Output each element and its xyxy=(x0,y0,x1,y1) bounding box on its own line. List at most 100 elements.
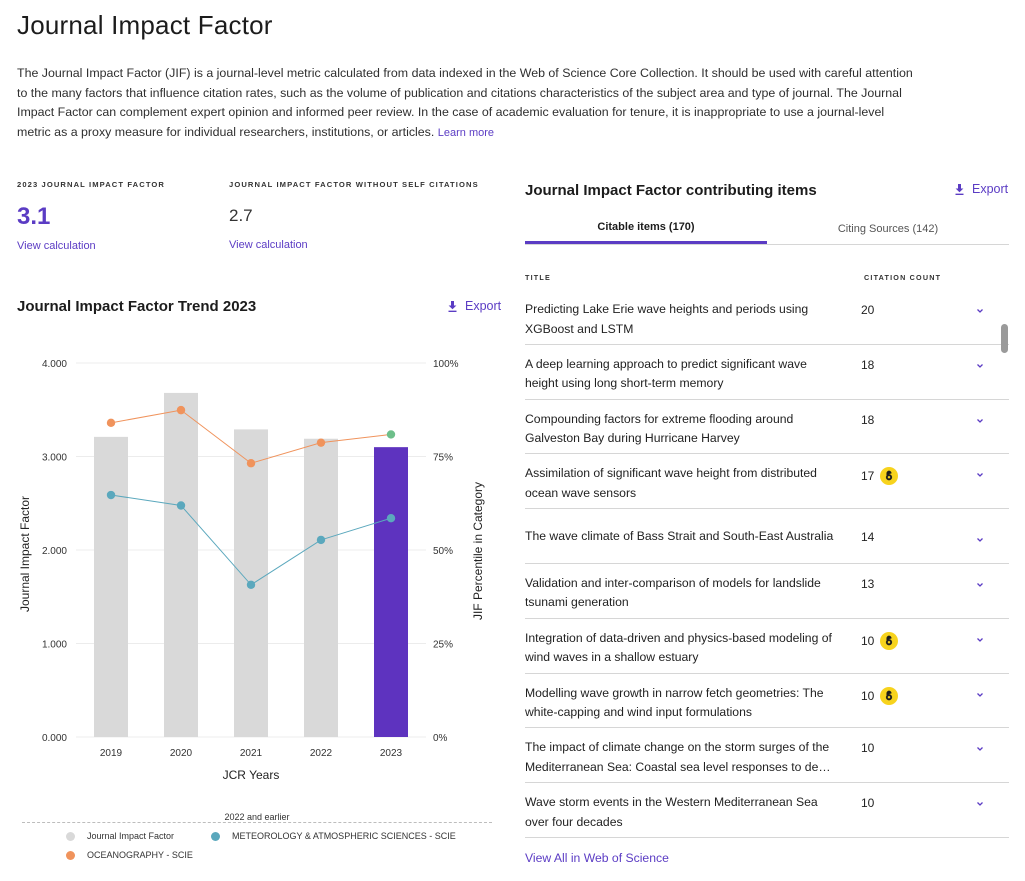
x-axis-label: JCR Years xyxy=(223,768,280,782)
x-tick-label: 2022 xyxy=(310,748,333,759)
table-row[interactable]: The wave climate of Bass Strait and Sout… xyxy=(525,509,1009,564)
citation-count-value: 10 xyxy=(861,741,875,756)
chevron-down-icon[interactable] xyxy=(976,531,984,543)
bar xyxy=(374,447,408,737)
citation-count-value: 13 xyxy=(861,576,875,591)
item-title: Validation and inter-comparison of model… xyxy=(525,575,821,610)
x-tick-label: 2021 xyxy=(240,748,263,759)
chevron-down-icon[interactable] xyxy=(976,795,984,807)
trend-export-label: Export xyxy=(465,299,502,313)
item-citation-count: 17 xyxy=(861,467,899,486)
y2-tick-label: 50% xyxy=(433,546,453,557)
citation-count-value: 10 xyxy=(861,688,875,703)
bar xyxy=(304,438,338,737)
contrib-export-button[interactable]: Export xyxy=(955,182,1008,196)
column-header-title: TITLE xyxy=(525,273,551,282)
item-citation-count: 10 xyxy=(861,631,899,650)
item-citation-count: 18 xyxy=(861,413,874,427)
jif-noself-metric: JOURNAL IMPACT FACTOR WITHOUT SELF CITAT… xyxy=(229,180,479,251)
tab-citable-items[interactable]: Citable items (170) xyxy=(525,213,767,244)
chevron-down-icon[interactable] xyxy=(976,466,984,478)
item-title: Modelling wave growth in narrow fetch ge… xyxy=(525,685,824,720)
table-row[interactable]: Wave storm events in the Western Mediter… xyxy=(525,783,1009,838)
chevron-down-icon[interactable] xyxy=(976,740,984,752)
jif-label: 2023 JOURNAL IMPACT FACTOR xyxy=(17,180,166,189)
bar xyxy=(164,392,198,737)
series-point xyxy=(246,459,256,468)
chevron-down-icon[interactable] xyxy=(976,412,984,423)
contributing-items-list: Predicting Lake Erie wave heights and pe… xyxy=(525,290,1009,838)
legend-label-meteorology: METEOROLOGY & ATMOSPHERIC SCIENCES - SCI… xyxy=(232,831,456,841)
item-citation-count: 10 xyxy=(861,686,899,705)
contrib-title: Journal Impact Factor contributing items xyxy=(525,182,817,199)
contrib-tabs: Citable items (170) Citing Sources (142) xyxy=(525,213,1009,245)
chevron-down-icon[interactable] xyxy=(976,686,984,697)
chevron-down-icon[interactable] xyxy=(976,357,984,368)
table-row[interactable]: The impact of climate change on the stor… xyxy=(525,728,1009,784)
view-all-link[interactable]: View All in Web of Science xyxy=(525,851,669,865)
item-citation-count: 13 xyxy=(861,577,874,591)
table-row[interactable]: A deep learning approach to predict sign… xyxy=(525,345,1009,400)
legend-dot-meteorology xyxy=(211,831,220,841)
open-access-icon xyxy=(880,686,899,705)
y-tick-label: 4.000 xyxy=(42,359,67,370)
citation-count-value: 10 xyxy=(861,796,875,811)
open-access-icon xyxy=(880,467,899,486)
table-row[interactable]: Compounding factors for extreme flooding… xyxy=(525,400,1009,455)
download-icon xyxy=(955,183,964,195)
x-tick-label: 2020 xyxy=(170,748,193,759)
y2-tick-label: 100% xyxy=(433,359,459,370)
table-row[interactable]: Predicting Lake Erie wave heights and pe… xyxy=(525,290,1009,345)
jif-noself-view-calculation-link[interactable]: View calculation xyxy=(229,239,308,251)
item-title: The impact of climate change on the stor… xyxy=(525,740,832,774)
legend-item-jif: Journal Impact Factor xyxy=(66,831,174,841)
x-tick-label: 2023 xyxy=(380,748,403,759)
legend-item-meteorology: METEOROLOGY & ATMOSPHERIC SCIENCES - SCI… xyxy=(211,831,456,841)
item-citation-count: 10 xyxy=(861,741,874,755)
y-tick-label: 1.000 xyxy=(42,640,67,651)
legend-label-jif: Journal Impact Factor xyxy=(87,831,175,841)
open-access-icon xyxy=(880,631,899,650)
chevron-down-icon[interactable] xyxy=(976,576,984,587)
citation-count-value: 10 xyxy=(861,633,875,648)
item-title: Wave storm events in the Western Mediter… xyxy=(525,795,818,829)
y-tick-label: 2.000 xyxy=(42,546,67,557)
item-citation-count: 20 xyxy=(861,303,874,317)
y2-tick-label: 0% xyxy=(433,733,448,744)
series-point xyxy=(386,514,396,523)
item-title: Predicting Lake Erie wave heights and pe… xyxy=(525,302,809,336)
item-title: Compounding factors for extreme flooding… xyxy=(525,411,794,446)
scrollbar-thumb[interactable] xyxy=(1001,324,1008,353)
item-citation-count: 14 xyxy=(861,509,874,564)
download-icon xyxy=(448,300,457,312)
table-row[interactable]: Assimilation of significant wave height … xyxy=(525,454,1009,510)
y2-axis-label: JIF Percentile in Category xyxy=(471,482,485,620)
table-row[interactable]: Integration of data-driven and physics-b… xyxy=(525,619,1009,674)
item-citation-count: 10 xyxy=(861,796,874,810)
contrib-export-label: Export xyxy=(972,182,1009,196)
learn-more-link[interactable]: Learn more xyxy=(437,126,495,139)
trend-export-button[interactable]: Export xyxy=(448,299,501,313)
series-point xyxy=(176,405,186,415)
chevron-down-icon[interactable] xyxy=(976,302,984,313)
jif-value: 3.1 xyxy=(17,203,51,230)
item-title: Integration of data-driven and physics-b… xyxy=(525,630,832,665)
tab-citing-sources[interactable]: Citing Sources (142) xyxy=(837,222,939,235)
legend-title-text: 2022 and earlier xyxy=(222,812,292,822)
table-row[interactable]: Modelling wave growth in narrow fetch ge… xyxy=(525,674,1009,729)
jif-noself-value: 2.7 xyxy=(229,206,253,225)
series-point xyxy=(246,580,256,589)
citation-count-value: 17 xyxy=(861,469,875,484)
chevron-down-icon[interactable] xyxy=(976,631,984,642)
trend-title: Journal Impact Factor Trend 2023 xyxy=(17,298,257,315)
jif-metric: 2023 JOURNAL IMPACT FACTOR 3.1 View calc… xyxy=(17,180,165,252)
jif-view-calculation-link[interactable]: View calculation xyxy=(17,240,96,252)
series-point xyxy=(176,501,186,510)
table-row[interactable]: Validation and inter-comparison of model… xyxy=(525,564,1009,619)
column-header-citation-count: CITATION COUNT xyxy=(864,273,942,282)
y-tick-label: 0.000 xyxy=(42,733,67,744)
series-point xyxy=(386,430,396,439)
item-title: A deep learning approach to predict sign… xyxy=(525,356,807,391)
series-point xyxy=(106,418,116,428)
item-title: The wave climate of Bass Strait and Sout… xyxy=(525,528,834,543)
